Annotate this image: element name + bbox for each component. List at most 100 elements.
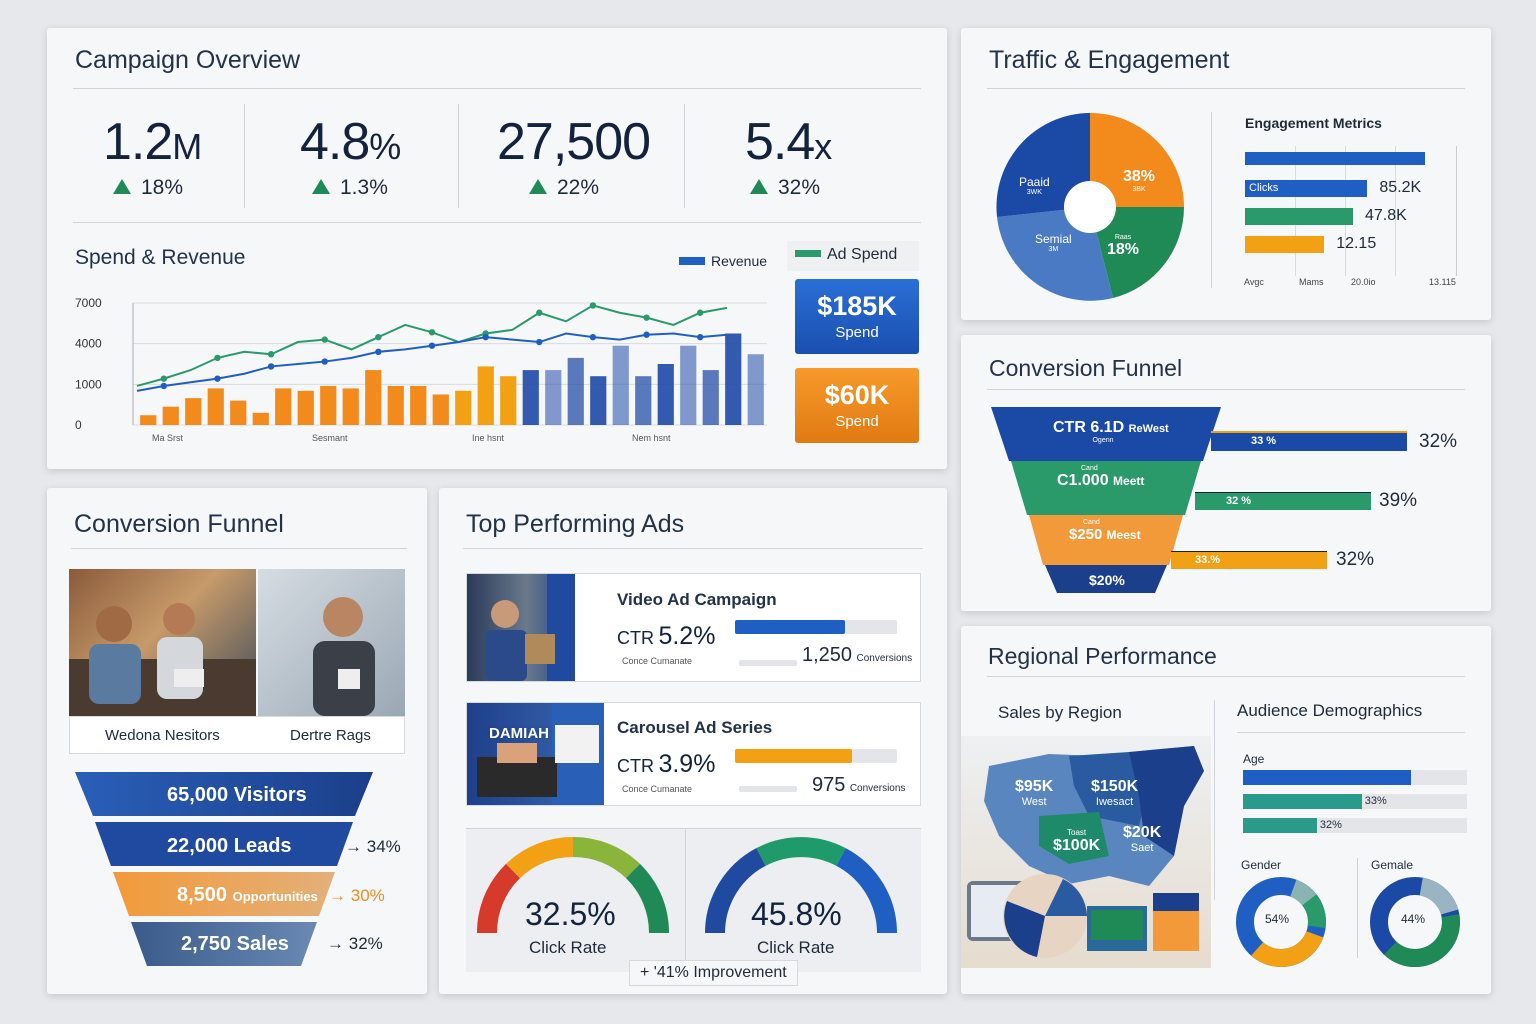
spend-box-blue[interactable]: $185K Spend <box>795 279 919 354</box>
ad-1-name: Video Ad Campaign <box>617 590 777 609</box>
traffic-pie <box>996 113 1184 301</box>
ad-thumb-2-text: DAMIAH <box>489 725 549 742</box>
pie-label-paid: Paaid 3WK <box>1019 175 1050 196</box>
chart-bar <box>432 394 449 425</box>
y-tick-label: 1000 <box>75 377 102 391</box>
pie-label-orange: 38% 3BK <box>1123 168 1156 193</box>
ad-2-name: Carousel Ad Series <box>617 718 773 737</box>
funnel-right-bar-2 <box>1195 492 1371 510</box>
revenue-line-point <box>643 331 650 338</box>
video-thumb-illustration <box>485 574 575 681</box>
chart-bar <box>545 370 562 425</box>
gauge-2-value: 45.8% <box>751 896 842 932</box>
funnel-left-title: Conversion Funnel <box>74 510 284 538</box>
engagement-bar <box>1245 152 1425 165</box>
gauge-1-label: Click Rate <box>529 938 607 957</box>
team-photo-1 <box>69 569 256 716</box>
engagement-title: Engagement Metrics <box>1245 115 1382 131</box>
kpi-ctr: 4.8% <box>300 113 401 171</box>
gauge-2 <box>705 837 897 934</box>
legend-adspend[interactable]: Ad Spend <box>787 241 919 271</box>
funnel-right-stage-4: $20% <box>1089 572 1125 588</box>
engagement-value: 12.15 <box>1336 235 1377 252</box>
y-tick-label: 7000 <box>75 296 102 310</box>
ad-2-conversions: 975 Conversions <box>812 774 906 796</box>
funnel-right-bar-1 <box>1211 431 1407 451</box>
chart-bar <box>252 412 269 425</box>
legend-revenue[interactable]: Revenue <box>679 253 767 269</box>
donut-gender-label: Gender <box>1241 858 1282 872</box>
spend-box-orange[interactable]: $60K Spend <box>795 368 919 443</box>
chart-bar <box>320 385 337 425</box>
funnel-right-barpct-1: 33 % <box>1251 435 1277 447</box>
chart-bar <box>635 376 652 425</box>
revenue-line-point <box>321 358 328 365</box>
x-tick-label: Ine hsnt <box>472 433 505 443</box>
revenue-line-point <box>267 363 275 370</box>
funnel-right-barpct-2: 32 % <box>1226 495 1252 507</box>
ad-thumb-1 <box>467 574 575 681</box>
funnel-left-pct-3: → 30% <box>329 886 385 905</box>
adspend-line-point <box>643 314 650 321</box>
funnel-left-stage-1: 65,000 Visitors <box>167 784 307 806</box>
adspend-line-point <box>589 302 597 309</box>
regional-card: Regional Performance Sales by Region $95… <box>961 626 1491 994</box>
funnel-right-pct-1: 32% <box>1419 431 1458 452</box>
engagement-value: 85.2K <box>1379 179 1422 196</box>
traffic-title: Traffic & Engagement <box>989 46 1230 74</box>
chart-bar <box>500 376 517 425</box>
funnel-right-pct-3: 32% <box>1336 549 1375 570</box>
funnel-right-barpct-3: 33.% <box>1195 554 1221 566</box>
engagement-bar: Clicks <box>1245 180 1368 197</box>
regional-title: Regional Performance <box>988 643 1217 669</box>
photo-caption-row <box>69 716 405 754</box>
revenue-line-point <box>696 333 704 341</box>
funnel-right-stage-2: Cand C1.000 Meett <box>1057 465 1145 489</box>
region-midwest[interactable]: $150K Iwesact <box>1091 778 1139 808</box>
ad-2-bar <box>735 749 852 763</box>
ad-2-sub: Conce Cumanate <box>622 784 693 794</box>
funnel-left-card: Conversion Funnel Wedona Nesitors Dertre… <box>47 488 427 994</box>
chart-bar <box>230 400 247 425</box>
chart-bar <box>387 385 404 425</box>
kpi-roas: 5.4x <box>745 113 832 171</box>
kpi-reach-delta: 18% <box>113 176 183 200</box>
spend-box2-label: Spend <box>835 413 879 430</box>
region-west[interactable]: $95K West <box>1015 778 1054 808</box>
funnel-right-bar-3 <box>1171 551 1327 569</box>
engagement-bar <box>1245 208 1353 225</box>
kpi-conversions: 27,500 <box>497 113 651 171</box>
engagement-bars: Clicks 85.2K 47.8K 12.15 <box>1245 146 1457 276</box>
age-bar-pct: 32% <box>1319 819 1342 831</box>
x-tick-label: Nem hsnt <box>632 433 671 443</box>
chart-bar <box>207 388 224 425</box>
sales-region-title: Sales by Region <box>998 703 1122 722</box>
revenue-line-point <box>375 348 382 355</box>
chart-bar <box>410 385 427 425</box>
pie-label-social: Semial 3M <box>1035 232 1072 253</box>
adspend-line-point <box>214 354 221 362</box>
chart-bar <box>162 406 179 425</box>
person-illustration <box>313 597 375 716</box>
adspend-line-point <box>536 309 543 316</box>
spend-box-label: Spend <box>835 324 879 341</box>
legend-swatch-green <box>795 250 821 257</box>
chart-bar <box>522 370 539 425</box>
donut-gemale <box>1370 877 1460 967</box>
audience-title: Audience Demographics <box>1237 701 1423 720</box>
region-south[interactable]: Toast $100K <box>1053 828 1101 854</box>
funnel-left-pct-4: → 32% <box>327 934 383 953</box>
adspend-line-point <box>428 329 436 336</box>
region-east[interactable]: $20K Saet <box>1123 824 1162 854</box>
chart-bar <box>680 345 697 425</box>
ad-2-bar2-track <box>739 786 797 792</box>
kpi-conversions-delta: 22% <box>529 176 599 200</box>
campaign-overview-title: Campaign Overview <box>75 46 301 74</box>
up-arrow-icon <box>312 179 330 194</box>
donut-gender <box>1236 877 1326 967</box>
revenue-line-point <box>214 375 221 382</box>
donut-gemale-value: 44% <box>1401 912 1426 926</box>
revenue-line-point <box>160 382 168 390</box>
funnel-right-card: Conversion Funnel CTR 6.1D ReWest Ogenn C… <box>961 335 1491 611</box>
spend-box-value: $185K <box>817 291 897 321</box>
